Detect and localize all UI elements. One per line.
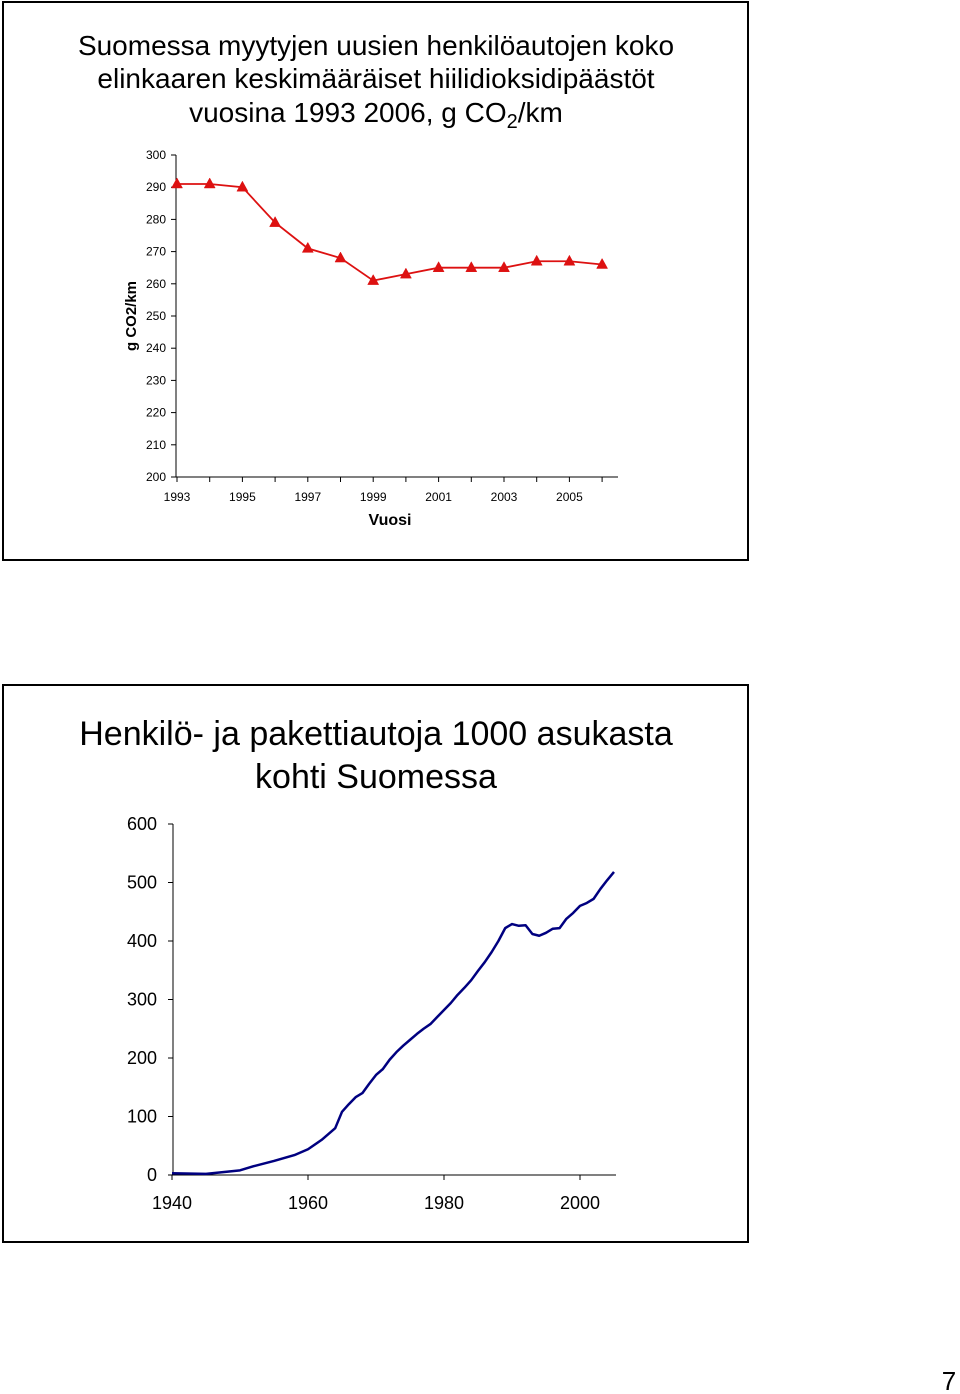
chart1-data-point-2003 [498, 261, 510, 272]
chart1-y-tick-label: 210 [146, 438, 166, 452]
chart1-data-point-1994 [203, 177, 216, 189]
chart1-series-line [177, 183, 603, 282]
chart1-x-tick-label: 1997 [294, 490, 321, 504]
chart2-plot-area: 600 500 400 300 200 100 0 1940 1960 1980 2000 [127, 814, 616, 1213]
chart2-y-tick-label: 300 [127, 990, 157, 1010]
chart1-y-tick-label: 300 [146, 148, 166, 162]
chart2-series-line [171, 871, 615, 1176]
chart1-x-tick-label: 1995 [229, 490, 256, 504]
chart1-x-tick-label: 2003 [491, 490, 518, 504]
chart2-title-line-1: Henkilö- ja pakettiautoja 1000 asukasta [79, 715, 673, 753]
chart1-title-line-3: vuosina 1993 2006, g CO2/km [189, 97, 563, 133]
chart1-data-point-1996 [269, 216, 282, 227]
chart2-x-tick-label: 1980 [424, 1193, 464, 1213]
chart1-y-tick-label: 260 [146, 277, 166, 291]
chart2-y-tick-label: 100 [127, 1107, 157, 1127]
chart1-data-point-1997 [301, 241, 314, 253]
chart1-y-axis-label: g CO2/km [123, 281, 140, 351]
chart1-data-point-1999 [367, 274, 380, 285]
chart1-y-tick-label: 270 [146, 245, 166, 259]
chart2-y-tick-label: 200 [127, 1048, 157, 1068]
chart1-title-line-2: elinkaaren keskimääräiset hiilidioksidip… [97, 63, 654, 94]
chart1-data-point-2002 [465, 261, 478, 272]
chart1-title-line-3-text: vuosina 1993 2006, g CO [189, 97, 507, 128]
chart2-frame [2, 684, 749, 1243]
chart1-data-point-2001 [432, 261, 445, 272]
chart1-data-point-1995 [236, 180, 249, 192]
chart2-x-tick-label: 1960 [288, 1193, 328, 1213]
chart1-y-tick-label: 290 [146, 180, 166, 194]
chart1-title-suffix: /km [518, 97, 563, 128]
chart1-title-subscript: 2 [507, 111, 518, 133]
chart1-y-tick-label: 240 [146, 341, 166, 355]
chart2-title-line-2: kohti Suomessa [255, 758, 497, 796]
chart1-y-tick-label: 230 [146, 373, 166, 387]
chart1-y-tick-label: 200 [146, 470, 166, 484]
chart2-x-tick-label: 1940 [152, 1193, 192, 1213]
chart1-x-tick-label: 1999 [360, 490, 387, 504]
chart1-data-point-2005 [563, 254, 576, 266]
chart1-y-tick-label: 280 [146, 212, 166, 226]
chart1-data-point-2000 [399, 267, 412, 279]
chart1-plot-area: 300 290 280 270 260 250 240 230 220 210 200 1993 199… [146, 148, 618, 504]
chart1-data-point-1998 [334, 251, 347, 263]
chart1-title-line-1: Suomessa myytyjen uusien henkilöautojen … [78, 30, 674, 61]
chart2-y-tick-label: 0 [147, 1165, 157, 1185]
chart2-y-tick-label: 400 [127, 931, 157, 951]
chart1-x-tick-label: 2001 [425, 490, 452, 504]
chart1-x-tick-label: 2005 [556, 490, 583, 504]
co2-emissions-chart: Suomessa myytyjen uusien henkilöautojen … [2, 1, 749, 561]
chart1-data-point-2006 [596, 257, 609, 269]
chart1-y-tick-label: 250 [146, 309, 166, 323]
page-number: 7 [942, 1366, 956, 1394]
chart1-data-point-1993 [171, 177, 183, 189]
chart1-x-axis-label: Vuosi [369, 512, 412, 529]
chart2-y-tick-label: 600 [127, 814, 157, 834]
chart2-y-tick-label: 500 [127, 873, 157, 893]
chart1-data-point-2004 [530, 254, 543, 266]
chart1-y-tick-label: 220 [146, 406, 166, 420]
cars-per-capita-chart: Henkilö- ja pakettiautoja 1000 asukasta … [2, 684, 749, 1243]
chart2-x-tick-label: 2000 [560, 1193, 600, 1213]
chart1-x-tick-label: 1993 [164, 490, 191, 504]
